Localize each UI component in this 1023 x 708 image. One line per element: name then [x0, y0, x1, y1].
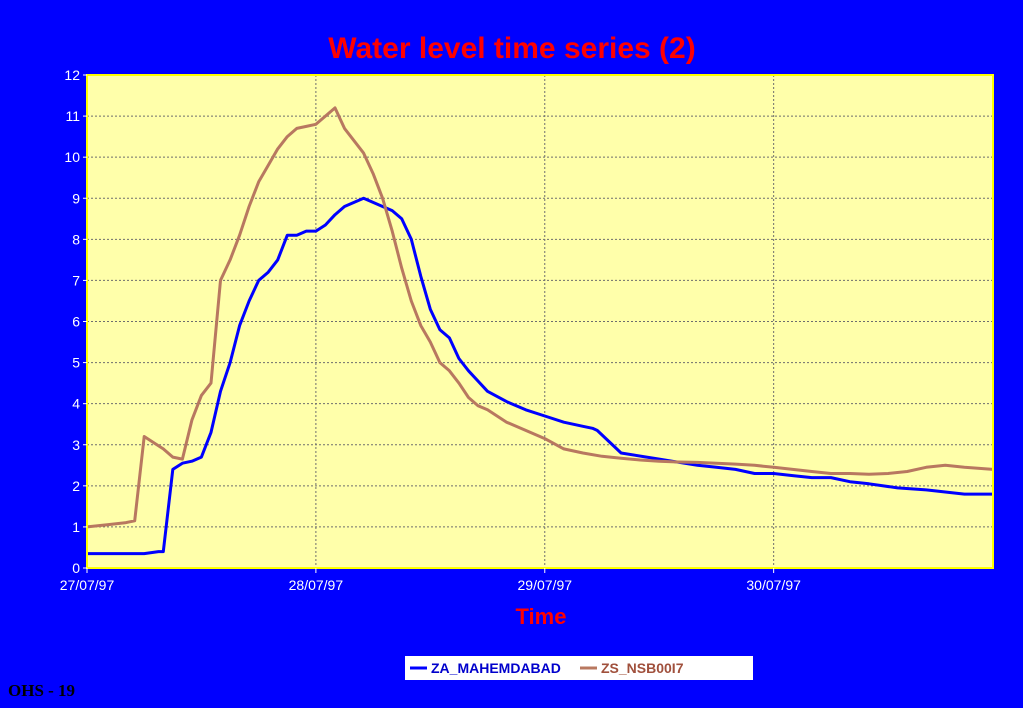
- chart-title: Water level time series (2): [328, 32, 695, 65]
- x-tick-label: 30/07/97: [746, 577, 801, 593]
- y-tick-label: 6: [72, 314, 80, 330]
- y-tick-label: 5: [72, 355, 80, 371]
- y-tick-label: 3: [72, 437, 80, 453]
- legend-label-zs-nsb00i7: ZS_NSB00I7: [601, 660, 684, 676]
- legend-box: [405, 656, 753, 680]
- y-tick-label: 11: [65, 108, 80, 124]
- y-tick-label: 10: [64, 149, 80, 165]
- x-tick-label: 29/07/97: [518, 577, 573, 593]
- series-line-0: [87, 196, 993, 556]
- legend-label-za-mahemdabad: ZA_MAHEMDABAD: [431, 660, 561, 676]
- y-tick-label: 7: [72, 272, 80, 288]
- y-tick-label: 1: [72, 519, 80, 535]
- x-tick-label: 27/07/97: [60, 577, 115, 593]
- y-tick-label: 9: [72, 190, 80, 206]
- series-lines: [86, 106, 994, 556]
- y-tick-label: 12: [64, 67, 80, 83]
- x-tick-label: 28/07/97: [289, 577, 344, 593]
- y-tick-label: 8: [72, 231, 80, 247]
- legend: ZA_MAHEMDABAD ZS_NSB00I7: [405, 656, 753, 680]
- slide-footer-label: OHS - 19: [8, 681, 76, 700]
- y-tick-label: 0: [72, 560, 80, 576]
- y-tick-label: 4: [72, 396, 80, 412]
- grid-lines: [87, 75, 993, 568]
- x-axis-title: Time: [516, 604, 567, 629]
- y-tick-label: 2: [72, 478, 80, 494]
- series-line-1: [86, 106, 994, 529]
